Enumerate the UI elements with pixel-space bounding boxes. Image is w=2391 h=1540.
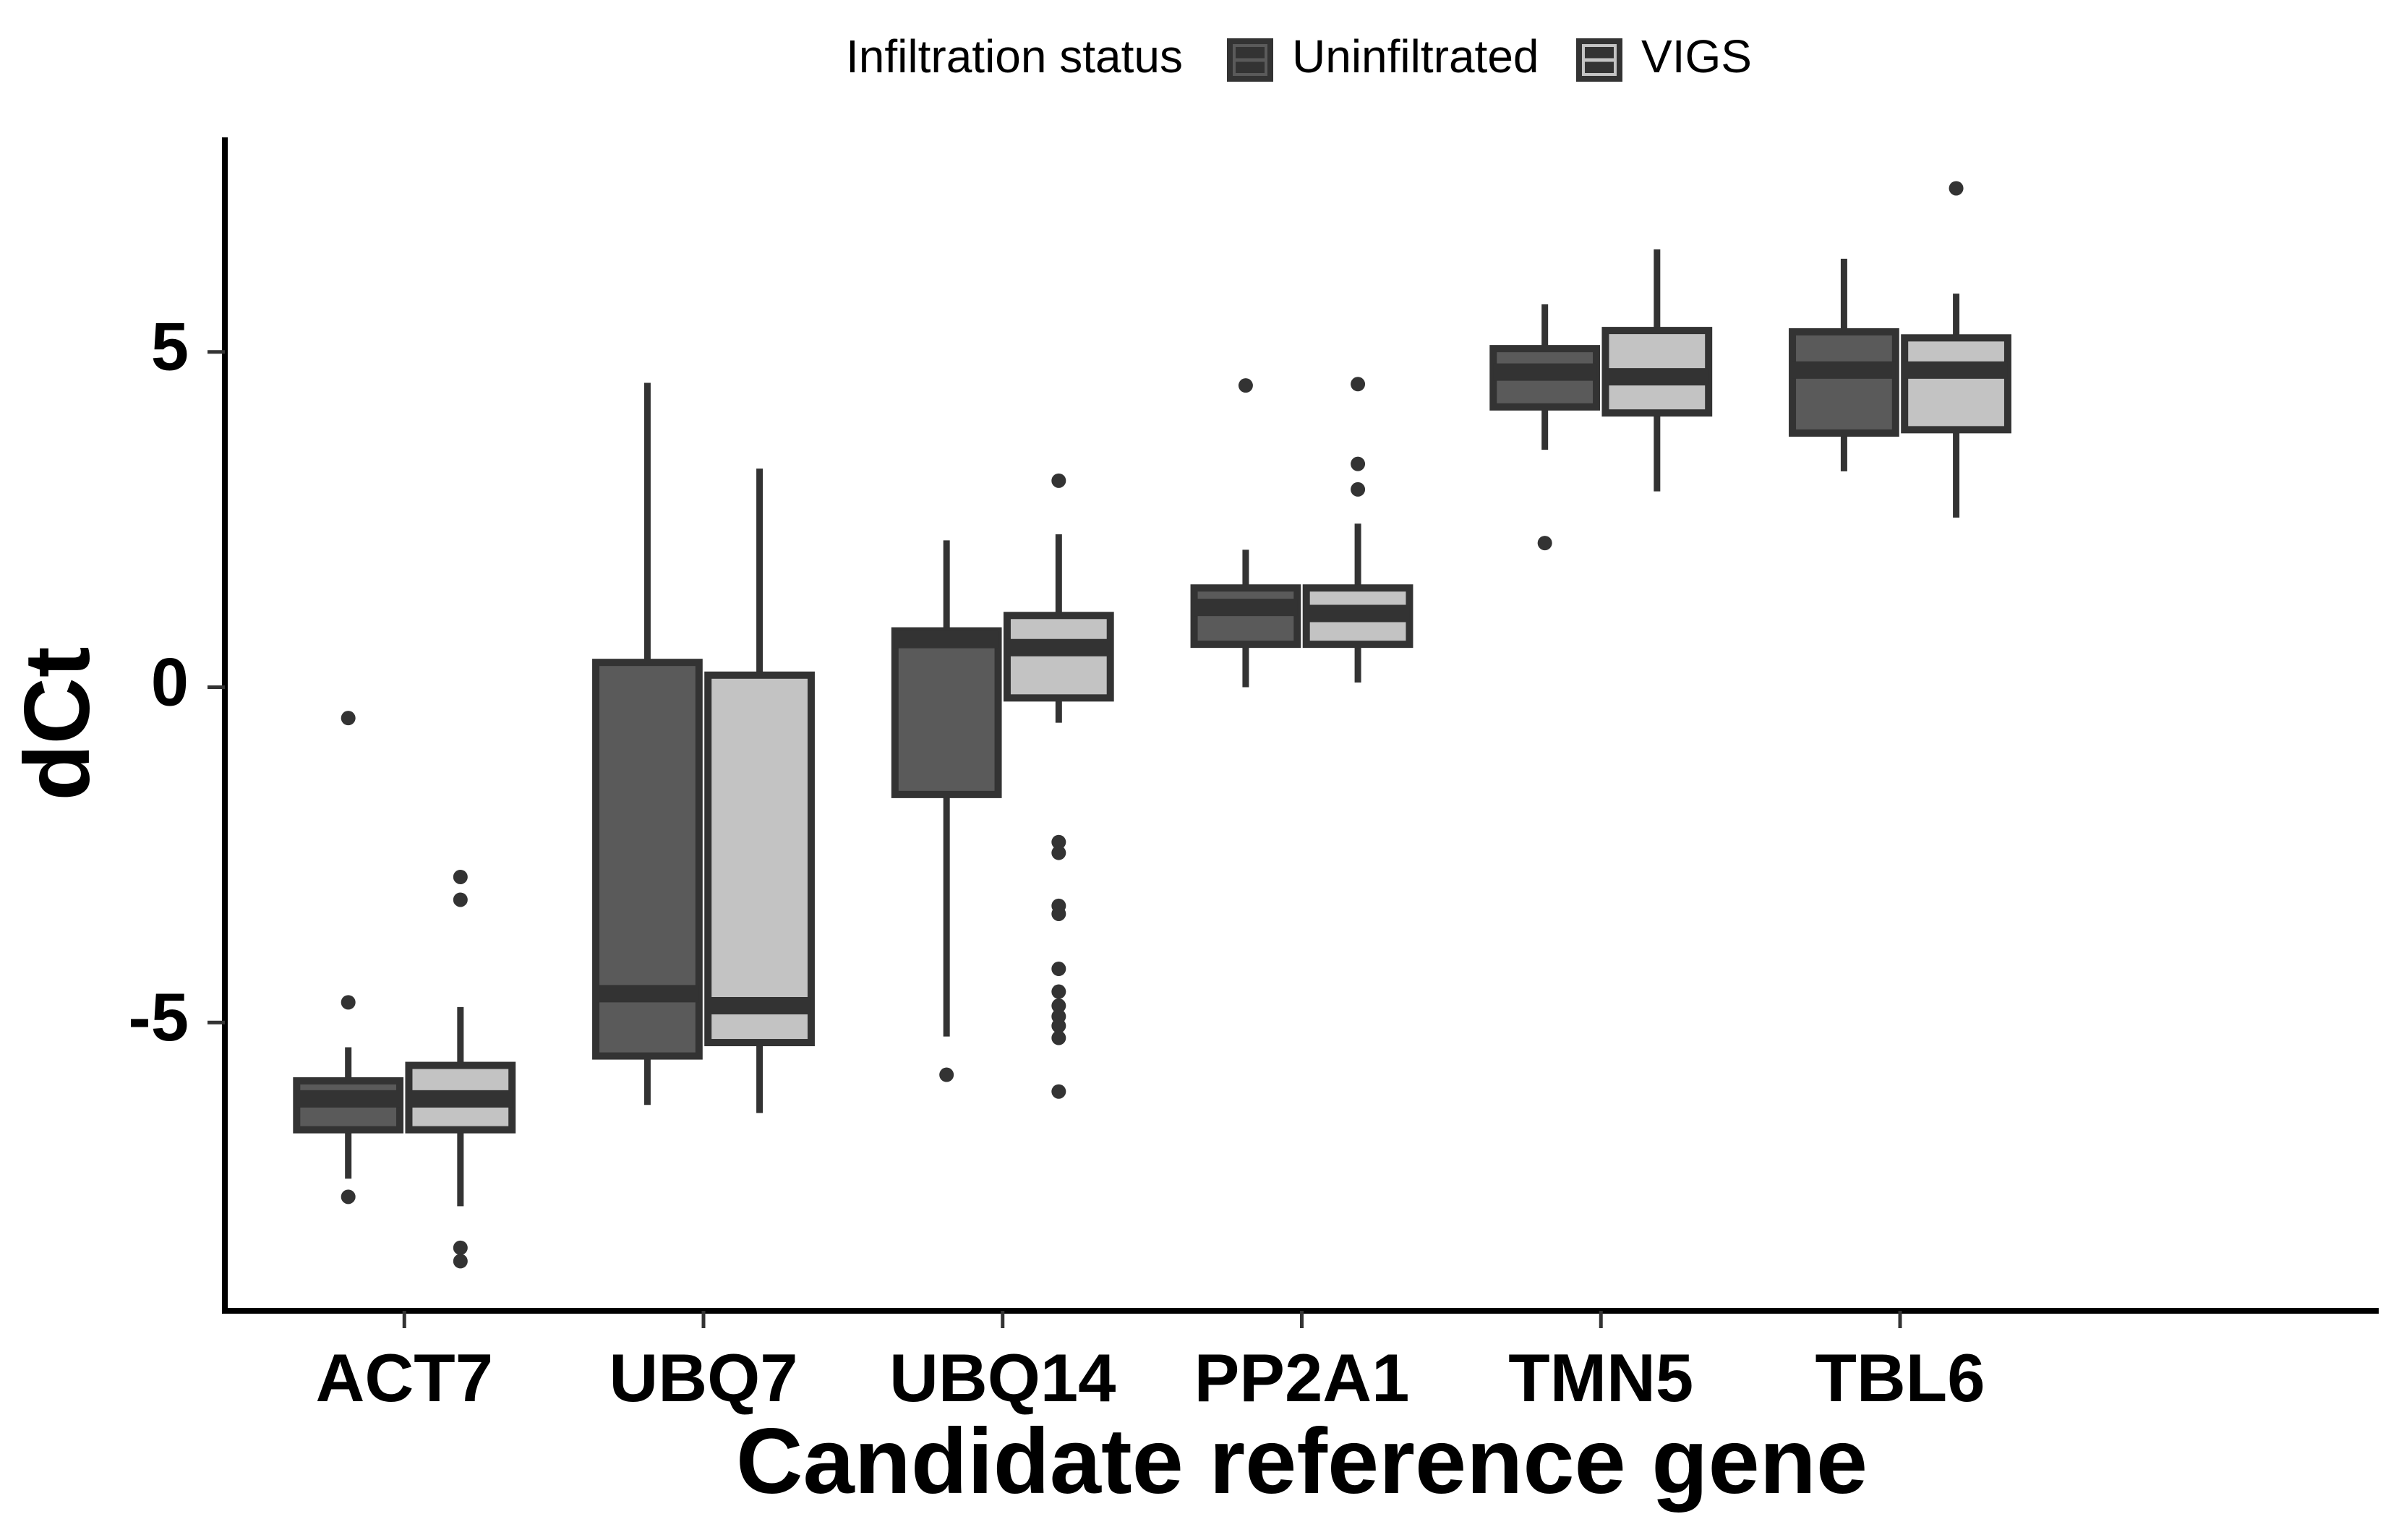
y-tick-label: 5: [151, 309, 189, 385]
box: [1003, 612, 1114, 702]
outlier: [1051, 1018, 1066, 1033]
outlier: [939, 1067, 954, 1082]
y-axis-title: dCt: [6, 646, 109, 800]
x-tick-label: TBL6: [1815, 1340, 1985, 1416]
x-axis-title: Candidate reference gene: [736, 1410, 1868, 1513]
outlier: [453, 1254, 468, 1269]
legend-label: Uninfiltrated: [1292, 30, 1539, 82]
outlier: [1351, 377, 1366, 392]
x-tick-label: TMN5: [1508, 1340, 1693, 1416]
x-tick-label: ACT7: [316, 1340, 493, 1416]
outlier: [1051, 984, 1066, 999]
outlier: [341, 711, 356, 726]
legend-title: Infiltration status: [846, 30, 1183, 82]
outlier: [1051, 1084, 1066, 1099]
outlier: [1051, 1030, 1066, 1045]
outlier: [453, 869, 468, 884]
outlier: [1051, 962, 1066, 977]
outlier: [1351, 482, 1366, 497]
y-tick-label: -5: [128, 979, 189, 1055]
outlier: [341, 1189, 356, 1205]
outlier: [1051, 834, 1066, 850]
outlier: [1051, 998, 1066, 1014]
y-tick-label: 0: [151, 643, 189, 719]
box: [891, 627, 1002, 798]
x-tick-label: PP2A1: [1194, 1340, 1410, 1416]
outlier: [1051, 473, 1066, 488]
legend-label: VIGS: [1641, 30, 1752, 82]
outlier: [1537, 536, 1552, 551]
outlier: [453, 1240, 468, 1255]
outlier: [453, 892, 468, 907]
outlier: [1949, 181, 1964, 196]
box: [1190, 584, 1301, 649]
outlier: [1051, 845, 1066, 860]
outlier: [1051, 906, 1066, 921]
box: [1789, 328, 1899, 437]
outlier: [341, 995, 356, 1010]
box: [704, 671, 815, 1047]
x-tick-label: UBQ14: [889, 1340, 1116, 1416]
x-tick-label: UBQ7: [609, 1340, 797, 1416]
box: [1901, 334, 2011, 434]
outlier: [1238, 378, 1253, 393]
outlier: [1351, 456, 1366, 471]
